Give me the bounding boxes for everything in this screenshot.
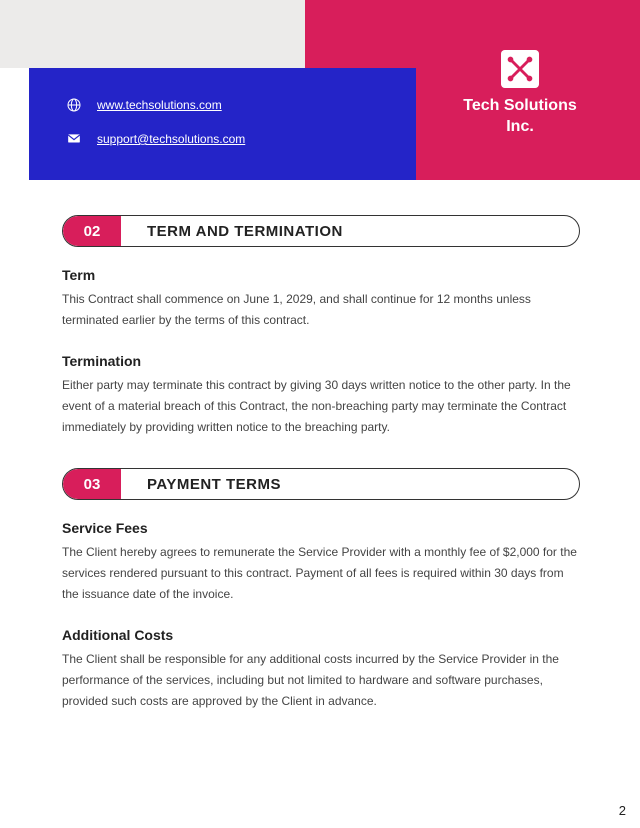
subsection-text: This Contract shall commence on June 1, … bbox=[62, 289, 580, 331]
website-link[interactable]: www.techsolutions.com bbox=[97, 98, 222, 112]
subsection-text: The Client hereby agrees to remunerate t… bbox=[62, 542, 580, 605]
email-row: support@techsolutions.com bbox=[65, 130, 380, 148]
top-gray-block bbox=[0, 0, 305, 68]
subsection-title: Term bbox=[62, 267, 580, 283]
section-header-02: 02 TERM AND TERMINATION bbox=[62, 215, 580, 247]
subsection-text: The Client shall be responsible for any … bbox=[62, 649, 580, 712]
logo-block: Tech Solutions Inc. bbox=[440, 50, 600, 138]
subsection-text: Either party may terminate this contract… bbox=[62, 375, 580, 438]
company-line2: Inc. bbox=[506, 118, 534, 135]
mail-icon bbox=[65, 130, 83, 148]
section-title: TERM AND TERMINATION bbox=[121, 223, 343, 240]
globe-icon bbox=[65, 96, 83, 114]
section-title: PAYMENT TERMS bbox=[121, 476, 281, 493]
subsection-title: Termination bbox=[62, 353, 580, 369]
company-line1: Tech Solutions bbox=[463, 97, 576, 114]
email-link[interactable]: support@techsolutions.com bbox=[97, 132, 245, 146]
page-number: 2 bbox=[619, 803, 626, 818]
section-number: 02 bbox=[63, 216, 121, 246]
subsection-title: Service Fees bbox=[62, 520, 580, 536]
website-row: www.techsolutions.com bbox=[65, 96, 380, 114]
contact-bar: www.techsolutions.com support@techsoluti… bbox=[29, 68, 416, 180]
section-header-03: 03 PAYMENT TERMS bbox=[62, 468, 580, 500]
subsection-title: Additional Costs bbox=[62, 627, 580, 643]
company-name: Tech Solutions Inc. bbox=[440, 96, 600, 138]
section-number: 03 bbox=[63, 469, 121, 499]
main-content: 02 TERM AND TERMINATION Term This Contra… bbox=[62, 215, 580, 734]
logo-icon bbox=[501, 50, 539, 88]
